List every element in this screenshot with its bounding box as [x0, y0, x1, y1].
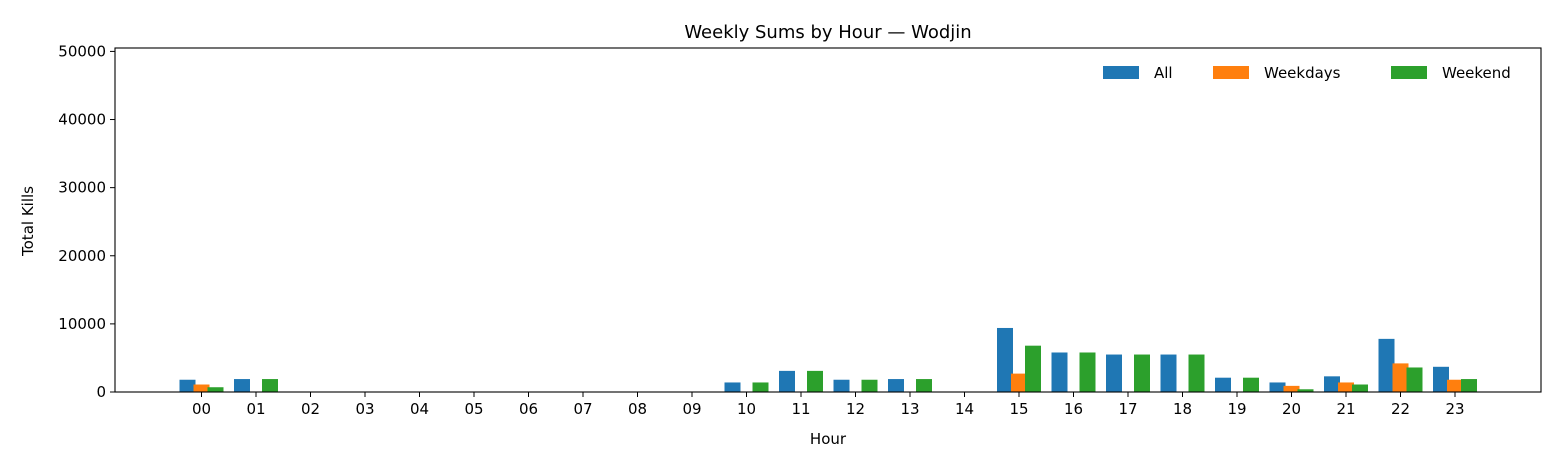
- legend-label-all: All: [1154, 64, 1173, 82]
- legend: All Weekdays Weekend: [1103, 64, 1511, 82]
- bar-all-01: [234, 379, 250, 392]
- bar-weekend-16: [1079, 352, 1096, 392]
- x-tick-label: 10: [737, 400, 756, 418]
- bar-all-19: [1215, 377, 1231, 392]
- x-tick-label: 02: [301, 400, 320, 418]
- x-tick-label: 07: [573, 400, 592, 418]
- y-axis-ticks: 0 10000 20000 30000 40000 50000: [58, 42, 115, 401]
- x-tick-label: 23: [1445, 400, 1464, 418]
- bar-weekend-12: [861, 379, 878, 392]
- y-tick-label: 20000: [58, 247, 106, 265]
- bar-weekend-13: [916, 379, 932, 392]
- bar-weekend-23: [1461, 379, 1477, 392]
- bar-all-18: [1160, 354, 1177, 392]
- legend-swatch-weekend: [1391, 66, 1427, 79]
- legend-swatch-all: [1103, 66, 1139, 79]
- x-tick-label: 17: [1118, 400, 1137, 418]
- x-tick-label: 04: [410, 400, 429, 418]
- bar-weekend-15: [1025, 345, 1041, 392]
- bar-weekend-18: [1188, 354, 1205, 392]
- bar-all-12: [833, 379, 850, 392]
- x-tick-label: 12: [846, 400, 865, 418]
- x-tick-label: 20: [1282, 400, 1301, 418]
- bar-weekdays-21: [1338, 382, 1354, 392]
- bar-weekdays-00: [193, 384, 210, 392]
- y-tick-label: 50000: [58, 42, 106, 60]
- bar-all-13: [888, 379, 904, 392]
- x-tick-label: 21: [1336, 400, 1355, 418]
- bar-all-00: [179, 379, 196, 392]
- bars-layer: [179, 327, 1477, 392]
- plot-area-frame: [114, 47, 1542, 393]
- x-axis-title: Hour: [810, 430, 847, 448]
- bar-weekdays-15: [1011, 373, 1027, 392]
- bar-weekend-10: [752, 382, 769, 392]
- bar-weekdays-23: [1447, 379, 1463, 392]
- x-tick-label: 19: [1227, 400, 1246, 418]
- legend-swatch-weekdays: [1213, 66, 1249, 79]
- bar-all-16: [1051, 352, 1068, 392]
- x-tick-label: 14: [955, 400, 974, 418]
- y-tick-label: 0: [96, 383, 106, 401]
- x-tick-label: 18: [1173, 400, 1192, 418]
- y-tick-label: 10000: [58, 315, 106, 333]
- bar-all-22: [1378, 338, 1395, 392]
- x-axis-ticks: 00 01 02 03 04 05 06 07 08 09 10 11 12 13 14 15 16 17 18 19…: [192, 392, 1465, 418]
- x-tick-label: 09: [682, 400, 701, 418]
- y-axis-title: Total Kills: [19, 186, 37, 257]
- bar-weekend-17: [1134, 354, 1150, 392]
- x-tick-label: 00: [192, 400, 211, 418]
- bar-weekend-01: [262, 379, 278, 392]
- legend-label-weekdays: Weekdays: [1264, 64, 1341, 82]
- bar-all-20: [1269, 382, 1286, 392]
- bar-weekend-21: [1352, 384, 1368, 392]
- bar-all-11: [779, 370, 795, 392]
- x-tick-label: 03: [355, 400, 374, 418]
- x-tick-label: 06: [519, 400, 538, 418]
- y-tick-label: 30000: [58, 179, 106, 197]
- bar-all-17: [1106, 354, 1122, 392]
- bar-weekend-00: [207, 387, 224, 392]
- bar-weekend-19: [1243, 377, 1259, 392]
- x-tick-label: 05: [464, 400, 483, 418]
- x-tick-label: 16: [1064, 400, 1083, 418]
- legend-label-weekend: Weekend: [1442, 64, 1511, 82]
- bar-all-15: [997, 327, 1013, 392]
- x-tick-label: 08: [628, 400, 647, 418]
- bar-all-21: [1324, 376, 1340, 392]
- x-tick-label: 11: [791, 400, 810, 418]
- x-tick-label: 22: [1391, 400, 1410, 418]
- bar-weekdays-22: [1392, 363, 1409, 392]
- bar-weekdays-20: [1283, 385, 1300, 392]
- bar-all-10: [724, 382, 741, 392]
- bar-weekend-22: [1406, 367, 1423, 392]
- y-tick-label: 40000: [58, 111, 106, 129]
- x-tick-label: 15: [1009, 400, 1028, 418]
- bar-all-23: [1433, 366, 1449, 392]
- bar-weekend-11: [807, 370, 823, 392]
- x-tick-label: 01: [246, 400, 265, 418]
- x-tick-label: 13: [900, 400, 919, 418]
- bar-weekend-20: [1297, 389, 1314, 392]
- chart-title: Weekly Sums by Hour — Wodjin: [684, 22, 971, 43]
